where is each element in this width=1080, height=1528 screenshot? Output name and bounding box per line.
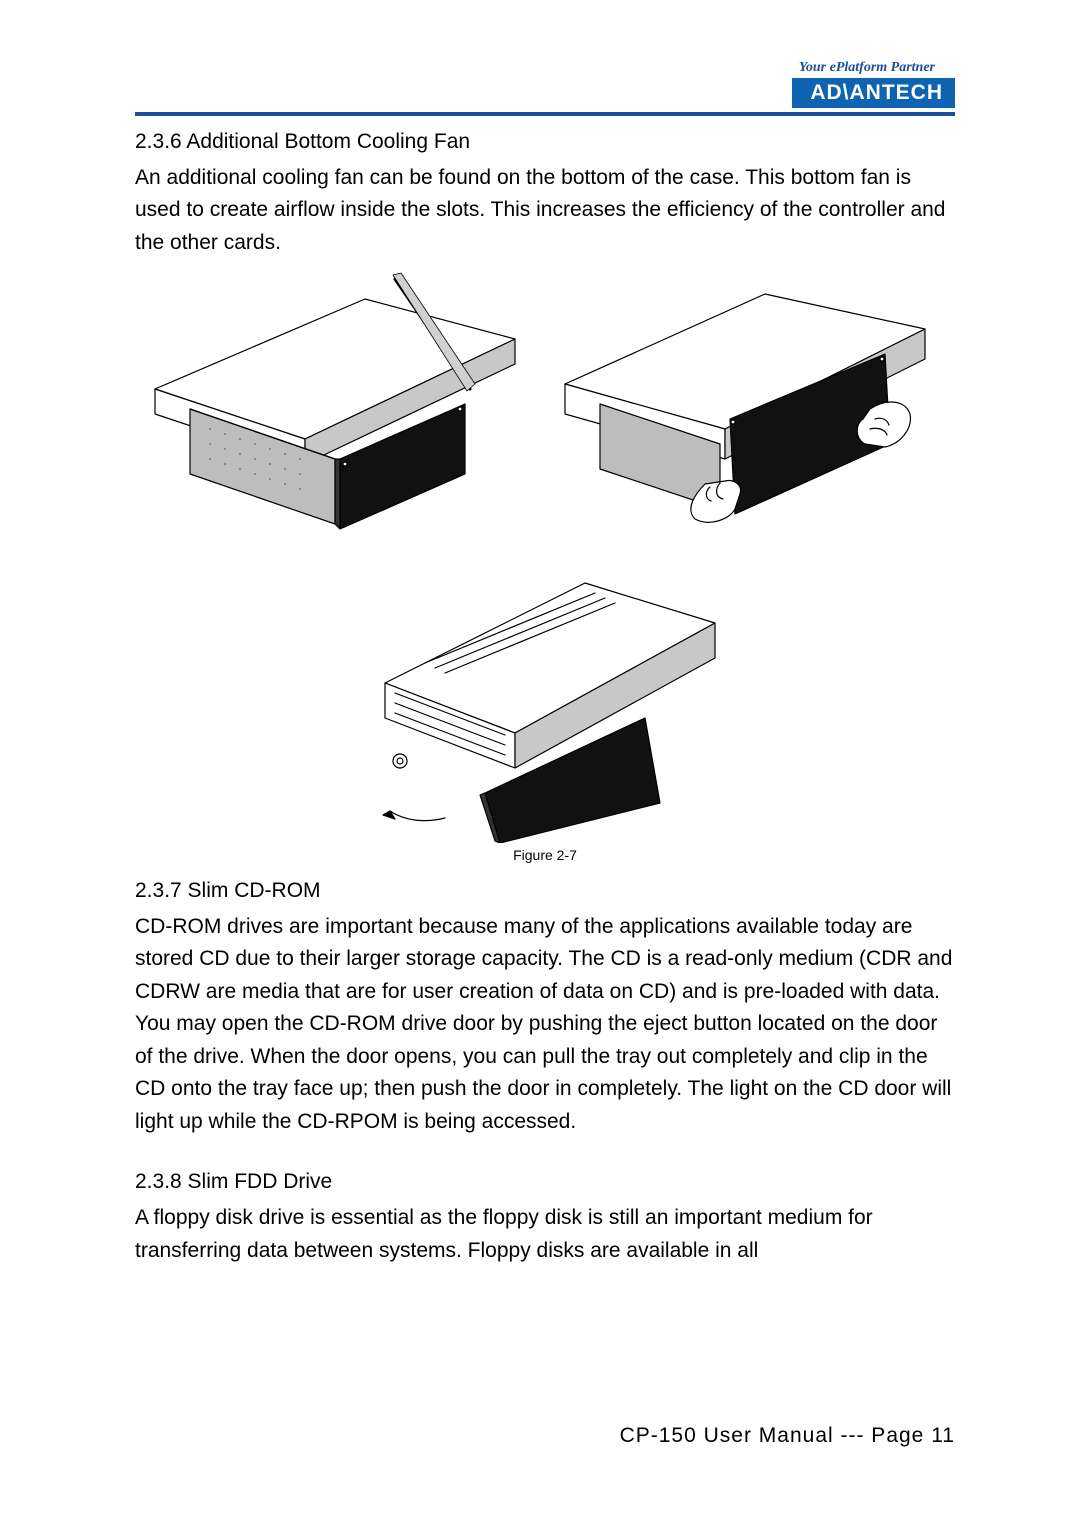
figure-2-7-caption: Figure 2-7: [135, 847, 955, 863]
section-236-heading: 2.3.6 Additional Bottom Cooling Fan: [135, 126, 955, 158]
page: Your ePlatform Partner AD\ANTECH 2.3.6 A…: [0, 0, 1080, 1528]
section-237-body: CD-ROM drives are important because many…: [135, 911, 955, 1139]
page-footer: CP-150 User Manual --- Page 11: [620, 1424, 955, 1448]
figure-2-7-illustration-c: [335, 543, 755, 843]
section-238-body: A floppy disk drive is essential as the …: [135, 1202, 955, 1267]
figure-2-7-illustration-a: [135, 269, 535, 539]
figure-2-7-top-row: [135, 269, 955, 539]
spacer: [135, 1148, 955, 1166]
header-tagline: Your ePlatform Partner: [799, 60, 935, 76]
header-logo-text: AD\ANTECH: [810, 81, 943, 105]
header-rule: [135, 112, 955, 116]
header-logo: AD\ANTECH: [792, 78, 955, 108]
section-237-heading: 2.3.7 Slim CD-ROM: [135, 875, 955, 907]
section-238-heading: 2.3.8 Slim FDD Drive: [135, 1166, 955, 1198]
section-236-body: An additional cooling fan can be found o…: [135, 162, 955, 260]
figure-2-7-illustration-b: [555, 269, 955, 539]
page-header: Your ePlatform Partner AD\ANTECH: [135, 60, 955, 110]
figure-2-7: Figure 2-7: [135, 269, 955, 863]
